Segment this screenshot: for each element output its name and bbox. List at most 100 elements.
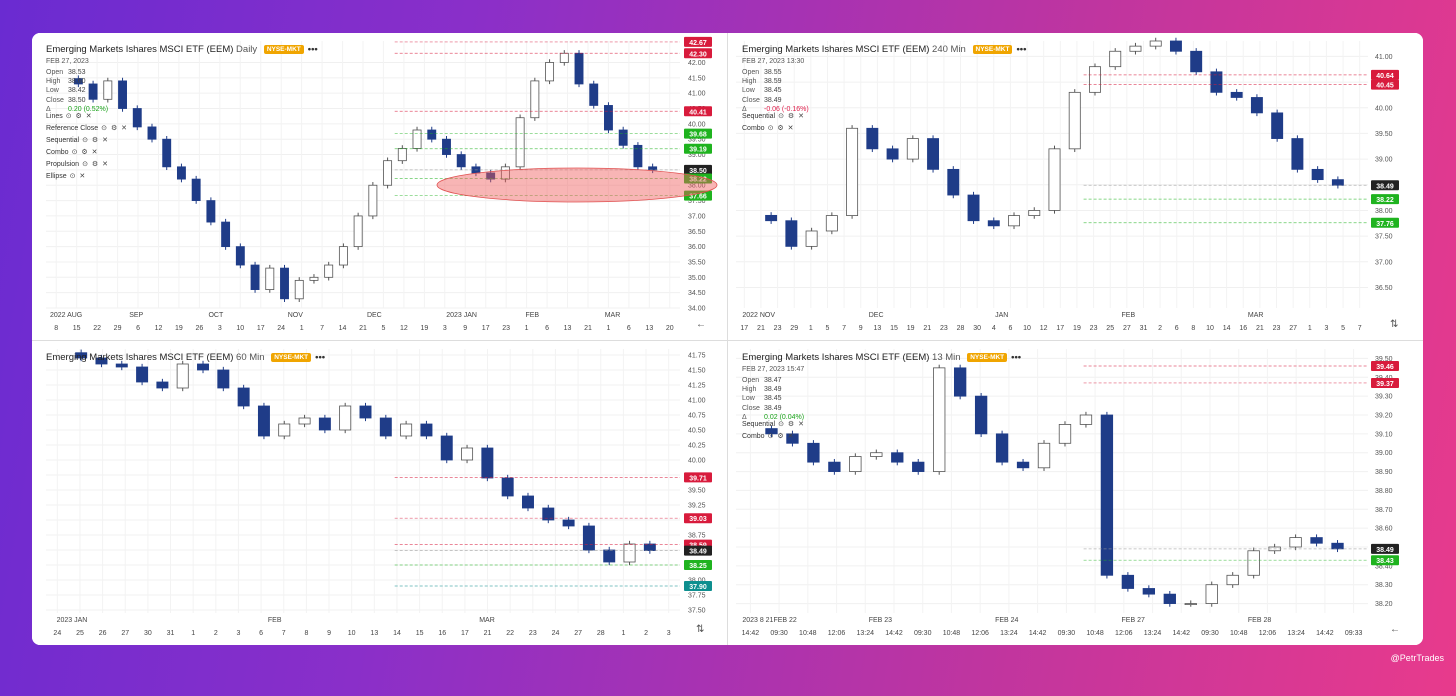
price-tag-bg (684, 164, 712, 175)
candle-body (1058, 424, 1072, 444)
indicator-reference-close[interactable]: Reference Close ⊙ ⚙ ✕ (46, 125, 129, 132)
candle-body (604, 105, 613, 131)
chart-panel-daily[interactable]: 42.0041.5041.0040.5040.0039.5039.0038.50… (32, 33, 727, 340)
candle-body (974, 395, 988, 435)
x-tick-label: 12:06 (971, 630, 989, 637)
more-menu-icon[interactable]: ••• (307, 44, 318, 55)
indicator-combo[interactable]: Combo ⊙ ⚙ ✕ (46, 149, 99, 156)
indicator-combo[interactable]: Combo ⊙ ⚙ ✕ (742, 125, 795, 132)
y-tick-label: 41.50 (688, 75, 706, 82)
x-tick-label: 26 (195, 325, 203, 332)
candle-body (1230, 91, 1243, 98)
candle-body (530, 80, 540, 119)
candle-body (953, 367, 967, 397)
y-tick-label: 41.25 (688, 383, 706, 390)
chart-panel-13min[interactable]: 39.5039.4039.3039.2039.1039.0038.9038.80… (728, 341, 1423, 645)
more-menu-icon[interactable]: ••• (315, 352, 326, 363)
y-tick-label: 38.90 (1375, 469, 1393, 476)
indicator-ellipse[interactable]: Ellipse ⊙ ✕ (46, 173, 87, 180)
y-tick-label: 37.00 (688, 213, 706, 220)
chart-canvas[interactable]: 41.75 41.50 41.25 41.00 40.75 40.50 40.25 40.00… (32, 341, 727, 645)
month-label: SEP (129, 312, 143, 319)
x-tick-label: 14 (393, 630, 401, 637)
indicator-sequential[interactable]: Sequential ⊙ ⚙ ✕ (742, 421, 805, 428)
indicator-sequential[interactable]: Sequential ⊙ ⚙ ✕ (46, 137, 109, 144)
x-tick-label: 13:24 (1144, 630, 1162, 637)
scroll-back-icon[interactable]: ← (696, 319, 706, 330)
scroll-both-icon[interactable]: ⇅ (696, 624, 705, 635)
chart-panel-240min[interactable]: 41.0040.5040.0039.5039.0038.5038.0037.50… (728, 33, 1423, 340)
x-tick-label: 1 (191, 630, 195, 637)
panel-title: Emerging Markets Ishares MSCI ETF (EEM) … (46, 44, 318, 55)
x-tick-label: 16 (1239, 325, 1247, 332)
y-tick-label: 39.10 (1375, 431, 1393, 438)
chart-panel-60min[interactable]: 41.75 41.50 41.25 41.00 40.75 40.50 40.25 40.00… (32, 341, 727, 645)
candle-body (265, 267, 275, 290)
candle-body (461, 447, 474, 461)
indicator-sequential[interactable]: Sequential ⊙ ⚙ ✕ (742, 113, 805, 120)
y-tick-label: 39.00 (688, 152, 706, 159)
price-tag-label: 39.68 (689, 132, 707, 139)
y-tick-label: 34.00 (688, 306, 706, 313)
candle-body (339, 405, 352, 431)
date-label: FEB 27, 2023 (46, 58, 89, 65)
candle-body (828, 461, 841, 472)
month-label: OCT (208, 312, 224, 319)
candle-body (318, 417, 331, 431)
more-menu-icon[interactable]: ••• (1011, 352, 1022, 363)
x-tick-label: 27 (1289, 325, 1297, 332)
indicator-controls-icon: ⊙ ✕ (69, 173, 87, 180)
x-tick-label: 17 (461, 630, 469, 637)
x-tick-label: 30 (973, 325, 981, 332)
candle-body (1089, 66, 1101, 93)
candle-body (427, 129, 437, 140)
x-tick-label: 26 (99, 630, 107, 637)
more-menu-icon[interactable]: ••• (1016, 44, 1027, 55)
price-tag-label: 38.22 (689, 176, 707, 183)
price-tag-bg (1371, 555, 1399, 566)
scroll-both-icon[interactable]: ⇅ (1390, 319, 1399, 330)
x-tick-label: 3 (218, 325, 222, 332)
price-tag-bg (684, 472, 712, 483)
y-tick-label: 40.25 (688, 443, 706, 450)
candle-body (501, 477, 514, 497)
indicator-controls-icon: ⊙ ⚙ ✕ (767, 125, 795, 132)
indicator-combo[interactable]: Combo ⊙ ⚙ ✕ (742, 433, 795, 440)
x-tick-label: 19 (175, 325, 183, 332)
y-tick-label: 39.30 (1375, 394, 1393, 401)
candle-body (176, 166, 186, 180)
candle-body (136, 366, 149, 383)
candle-body (633, 144, 643, 168)
x-tick-label: 21 (1256, 325, 1264, 332)
x-tick-label: 24 (53, 630, 61, 637)
candle-body (132, 108, 142, 128)
candle-body (1129, 45, 1142, 52)
x-tick-label: 22 (506, 630, 514, 637)
x-tick-label: 19 (1073, 325, 1081, 332)
y-tick-label: 39.00 (1375, 157, 1393, 164)
indicator-lines[interactable]: Lines ⊙ ⚙ ✕ (46, 113, 93, 120)
x-tick-label: 12:06 (828, 630, 846, 637)
y-tick-label: 39.50 (688, 488, 706, 495)
y-tick-label: 37.75 (688, 593, 706, 600)
x-tick-label: 7 (1358, 325, 1362, 332)
chart-canvas[interactable]: 41.0040.5040.0039.5039.0038.5038.0037.50… (728, 33, 1423, 340)
x-tick-label: 22 (93, 325, 101, 332)
price-tag-label: 37.76 (1376, 221, 1394, 228)
x-tick-label: 13:24 (857, 630, 875, 637)
chart-canvas[interactable]: 42.0041.5041.0040.5040.0039.5039.0038.50… (32, 33, 727, 340)
y-tick-label: 39.50 (1375, 131, 1393, 138)
x-tick-label: 17 (257, 325, 265, 332)
scroll-back-icon[interactable]: ← (1390, 624, 1400, 635)
x-tick-label: 23 (940, 325, 948, 332)
candle-body (1205, 584, 1218, 604)
chart-canvas[interactable]: 39.5039.4039.3039.2039.1039.0038.9038.80… (728, 341, 1423, 645)
ellipse-highlight (436, 167, 718, 203)
indicator-propulsion[interactable]: Propulsion ⊙ ⚙ ✕ (46, 161, 109, 168)
candle-body (846, 127, 859, 216)
month-label: 2023 8 21FEB 22 (742, 617, 797, 624)
x-tick-label: 09:30 (1058, 630, 1076, 637)
x-tick-label: 1 (525, 325, 529, 332)
candle-body (420, 423, 433, 437)
candle-body (115, 363, 128, 368)
